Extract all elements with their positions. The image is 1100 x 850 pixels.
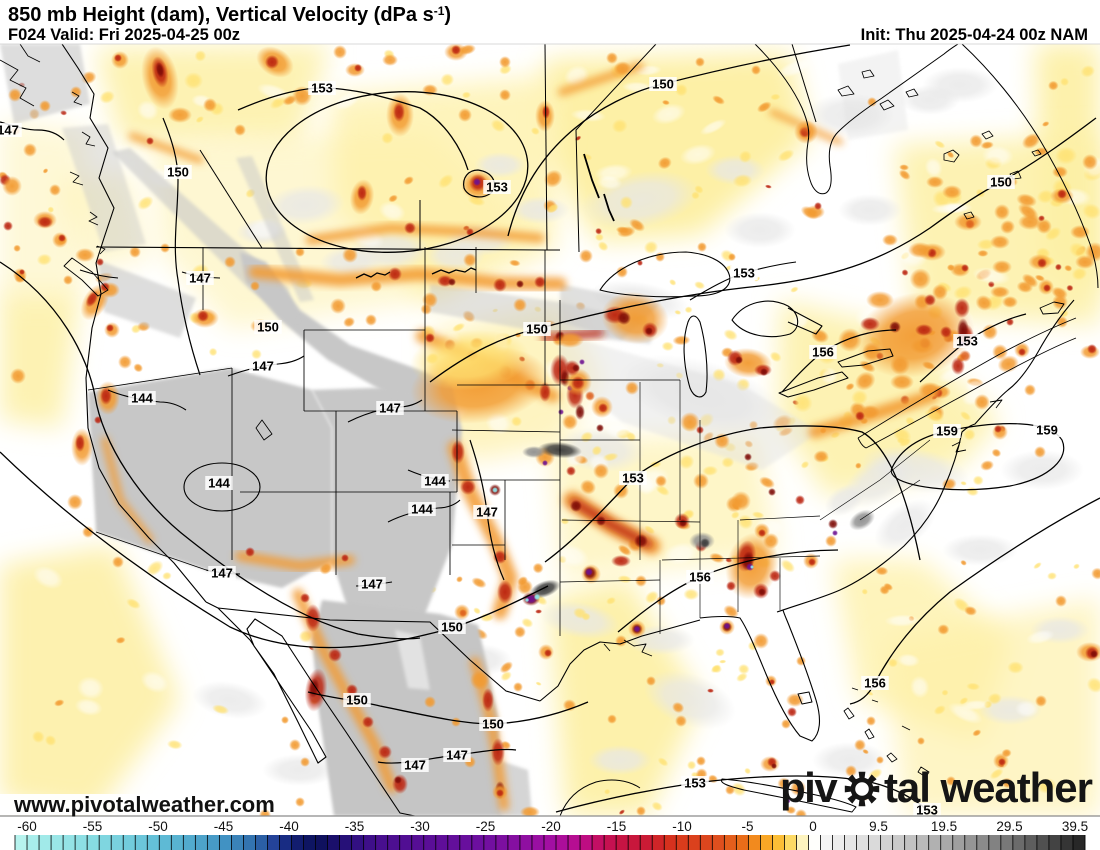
svg-text:144: 144 [131, 391, 153, 406]
svg-text:29.5: 29.5 [996, 819, 1022, 834]
svg-text:153: 153 [622, 471, 644, 486]
svg-text:-5: -5 [741, 819, 753, 834]
svg-text:159: 159 [1036, 423, 1058, 438]
svg-text:147: 147 [252, 359, 274, 374]
svg-text:-15: -15 [607, 819, 627, 834]
svg-text:-50: -50 [148, 819, 168, 834]
svg-text:150: 150 [652, 77, 674, 92]
svg-text:153: 153 [486, 180, 508, 195]
svg-text:156: 156 [689, 570, 711, 585]
svg-text:19.5: 19.5 [931, 819, 957, 834]
svg-text:144: 144 [424, 474, 446, 489]
svg-text:-25: -25 [476, 819, 496, 834]
svg-text:Init: Thu 2025-04-24 00z NAM: Init: Thu 2025-04-24 00z NAM [861, 26, 1088, 44]
svg-text:153: 153 [733, 266, 755, 281]
svg-text:153: 153 [916, 803, 938, 818]
svg-text:156: 156 [812, 345, 834, 360]
svg-text:-45: -45 [214, 819, 234, 834]
svg-text:153: 153 [956, 334, 978, 349]
svg-text:147: 147 [476, 505, 498, 520]
svg-text:150: 150 [257, 320, 279, 335]
svg-text:150: 150 [482, 717, 504, 732]
svg-text:159: 159 [936, 424, 958, 439]
svg-text:147: 147 [0, 123, 19, 138]
svg-text:-40: -40 [279, 819, 299, 834]
svg-text:153: 153 [311, 81, 333, 96]
svg-text:150: 150 [990, 175, 1012, 190]
svg-text:147: 147 [379, 401, 401, 416]
svg-text:150: 150 [346, 693, 368, 708]
svg-text:144: 144 [208, 476, 230, 491]
svg-text:www.pivotalweather.com: www.pivotalweather.com [13, 792, 275, 817]
svg-text:147: 147 [211, 566, 233, 581]
svg-text:150: 150 [526, 322, 548, 337]
svg-text:-10: -10 [672, 819, 692, 834]
svg-text:39.5: 39.5 [1062, 819, 1088, 834]
svg-text:850 mb Height (dam), Vertical: 850 mb Height (dam), Vertical Velocity (… [8, 4, 451, 26]
svg-text:0: 0 [809, 819, 817, 834]
svg-text:150: 150 [441, 620, 463, 635]
svg-text:147: 147 [446, 748, 468, 763]
svg-text:9.5: 9.5 [869, 819, 888, 834]
svg-text:147: 147 [361, 577, 383, 592]
svg-text:-20: -20 [541, 819, 561, 834]
svg-text:F024 Valid: Fri 2025-04-25 00z: F024 Valid: Fri 2025-04-25 00z [8, 26, 240, 44]
svg-text:piv: piv [780, 764, 838, 811]
svg-text:150: 150 [167, 165, 189, 180]
svg-text:-35: -35 [345, 819, 365, 834]
svg-text:156: 156 [864, 676, 886, 691]
svg-text:153: 153 [684, 776, 706, 791]
svg-text:147: 147 [189, 271, 211, 286]
svg-text:-60: -60 [17, 819, 37, 834]
svg-text:-30: -30 [410, 819, 430, 834]
svg-text:-55: -55 [83, 819, 103, 834]
svg-text:tal weather: tal weather [884, 764, 1093, 811]
svg-text:144: 144 [411, 502, 433, 517]
svg-text:147: 147 [404, 758, 426, 773]
